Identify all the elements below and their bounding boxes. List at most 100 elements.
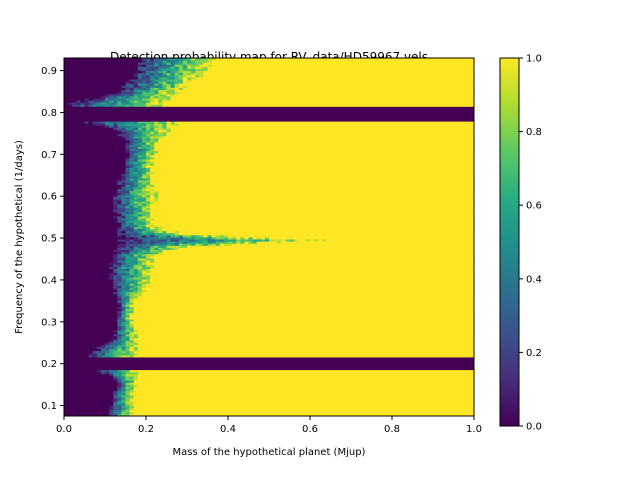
heatmap-cell <box>121 213 126 217</box>
heatmap-cell <box>129 382 135 385</box>
heatmap-cell <box>256 241 278 244</box>
heatmap-cell <box>154 196 159 200</box>
heatmap-cell <box>158 245 167 248</box>
heatmap-cell <box>100 352 106 356</box>
heatmap-cell <box>154 123 163 126</box>
heatmap-cell <box>137 167 147 171</box>
heatmap-cell <box>207 243 212 246</box>
heatmap-cell <box>137 329 474 333</box>
heatmap-cell <box>64 314 118 318</box>
heatmap-cell <box>133 239 143 242</box>
heatmap-cell <box>133 95 139 99</box>
heatmap-cell <box>146 79 151 82</box>
heatmap-cell <box>187 64 192 67</box>
heatmap-cell <box>133 253 139 257</box>
heatmap-cell <box>141 266 151 269</box>
heatmap-cell <box>141 148 147 152</box>
heatmap-cell <box>64 87 126 90</box>
heatmap-cell <box>154 144 474 147</box>
heatmap-cell <box>64 255 114 259</box>
heatmap-cell <box>154 148 474 152</box>
heatmap-cell <box>117 180 126 183</box>
heatmap-cell <box>125 399 130 402</box>
heatmap-cell <box>154 194 159 198</box>
heatmap-cell <box>137 142 143 145</box>
heatmap-cell <box>64 411 110 415</box>
heatmap-cell <box>162 68 180 72</box>
heatmap-cell <box>187 58 192 61</box>
heatmap-cell <box>146 274 151 278</box>
heatmap-cell <box>117 272 126 276</box>
heatmap-cell <box>178 237 184 240</box>
heatmap-cell <box>113 249 130 253</box>
heatmap-cell <box>133 171 139 175</box>
heatmap-cell <box>133 163 143 166</box>
heatmap-cell <box>166 98 171 101</box>
heatmap-cell <box>125 308 135 312</box>
heatmap-cell <box>166 89 176 93</box>
heatmap-cell <box>137 348 474 352</box>
heatmap-cell <box>129 133 135 137</box>
heatmap-cell <box>150 159 474 162</box>
heatmap-cell <box>150 243 155 246</box>
heatmap-cell <box>182 74 188 78</box>
heatmap-cell <box>113 125 118 128</box>
heatmap-cell <box>150 175 474 179</box>
heatmap-cell <box>178 230 474 234</box>
heatmap-cell <box>174 243 180 246</box>
heatmap-cell <box>121 331 126 335</box>
heatmap-cell <box>133 283 139 286</box>
heatmap-cell <box>154 87 159 90</box>
heatmap-cell <box>121 218 130 221</box>
heatmap-cell <box>64 352 89 356</box>
heatmap-cell <box>121 253 130 257</box>
heatmap-cell <box>105 93 110 97</box>
heatmap-cell <box>117 293 122 297</box>
heatmap-cell <box>137 203 143 206</box>
heatmap-cell <box>129 148 139 152</box>
heatmap-cell <box>113 205 118 208</box>
heatmap-cell <box>129 317 474 320</box>
heatmap-cell <box>150 220 474 223</box>
heatmap-cell <box>129 138 139 141</box>
heatmap-cell <box>141 247 147 251</box>
heatmap-cell <box>113 201 118 204</box>
heatmap-cell <box>84 98 89 101</box>
heatmap-cell <box>113 409 122 413</box>
heatmap-cell <box>158 228 163 232</box>
heatmap-cell <box>150 205 474 208</box>
heatmap-cell <box>133 182 139 185</box>
heatmap-cell <box>297 239 307 242</box>
heatmap-cell <box>64 304 122 307</box>
heatmap-cell <box>125 300 130 303</box>
heatmap-cell <box>121 403 126 406</box>
heatmap-cell <box>64 274 110 278</box>
heatmap-cell <box>113 390 118 394</box>
heatmap-cell <box>121 199 130 202</box>
heatmap-cell <box>154 68 159 72</box>
heatmap-cell <box>150 266 155 269</box>
heatmap-cell <box>64 401 114 404</box>
heatmap-cell <box>133 411 474 415</box>
heatmap-cell <box>170 129 474 133</box>
x-tick-label: 0.4 <box>220 424 236 435</box>
heatmap-cell <box>137 215 143 219</box>
heatmap-cell <box>228 237 233 240</box>
heatmap-cell <box>178 74 184 78</box>
heatmap-cell <box>146 279 151 282</box>
heatmap-cell <box>129 87 135 90</box>
heatmap-cell <box>121 91 135 95</box>
heatmap-cell <box>244 237 249 240</box>
heatmap-cell <box>92 100 102 103</box>
heatmap-cell <box>117 382 122 385</box>
heatmap-cell <box>125 323 130 326</box>
heatmap-cell <box>129 340 135 343</box>
heatmap-cell <box>125 327 135 331</box>
heatmap-cell <box>121 407 126 411</box>
heatmap-cell <box>125 186 135 189</box>
heatmap-cell <box>146 125 151 128</box>
heatmap-cell <box>170 98 474 101</box>
heatmap-cell <box>162 81 167 84</box>
heatmap-cell <box>146 68 155 72</box>
y-tick-label: 0.4 <box>41 275 57 286</box>
